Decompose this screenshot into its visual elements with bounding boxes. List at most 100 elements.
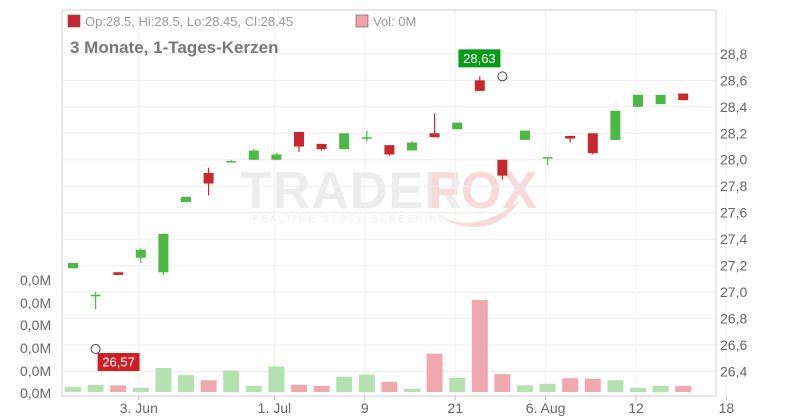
price-tick-label: 26,8: [720, 311, 747, 327]
candle-body: [384, 145, 395, 155]
candle-body: [135, 249, 146, 258]
volume-bar: [155, 367, 172, 392]
candle: [633, 94, 643, 107]
price-tick-label: 26,4: [720, 364, 747, 380]
volume-bar: [630, 387, 646, 392]
volume-bar: [313, 385, 330, 392]
candle-body: [565, 135, 576, 139]
volume-bar: [675, 385, 692, 392]
ohlc-swatch: [67, 14, 81, 28]
watermark-tagline: REALTIME STOCK SCREENING: [252, 214, 449, 225]
extreme-value-label: 26,57: [102, 355, 135, 370]
price-tick-label: 28,6: [720, 72, 747, 88]
candle: [248, 149, 259, 160]
candle: [181, 196, 191, 203]
candle-body: [113, 272, 124, 275]
candle-body: [68, 262, 78, 269]
price-tick-label: 28,0: [720, 152, 747, 168]
time-tick-label: 18: [719, 400, 735, 416]
candle: [474, 76, 485, 91]
time-axis: 3. Jun 1. Jul 9 21 6. Aug 12 18: [120, 396, 735, 416]
volume-tick-label: 0,0M: [20, 363, 51, 379]
candle-body: [339, 133, 350, 150]
candle-body: [90, 294, 101, 297]
watermark-brand-left: TRADER: [240, 162, 463, 220]
candle-body: [542, 157, 553, 159]
candle: [407, 141, 417, 151]
volume-bar: [607, 380, 624, 392]
candle-body: [248, 150, 259, 160]
volume-bar: [539, 383, 556, 392]
volume-bar: [132, 387, 149, 392]
price-axis: 26,4 26,6 26,8 27,0 27,2 27,4 27,6 27,8 28,0 28,2…: [720, 46, 747, 380]
candle-body: [226, 161, 237, 163]
candle-body: [474, 80, 485, 91]
time-tick-label: 9: [361, 400, 369, 416]
price-tick-label: 27,8: [720, 178, 747, 194]
volume-bar: [200, 380, 217, 392]
price-tick-label: 28,2: [720, 125, 747, 141]
candle: [361, 130, 372, 142]
time-tick-label: 3. Jun: [120, 400, 158, 416]
volume-tick-label: 0,0M: [20, 272, 51, 288]
candle-body: [407, 142, 417, 151]
price-tick-label: 27,0: [720, 284, 747, 300]
volume-tick-label: 0,0M: [20, 295, 51, 311]
volume-bar: [87, 384, 104, 392]
candle: [271, 153, 282, 160]
volume-bar: [494, 374, 511, 392]
candle: [520, 130, 530, 140]
volume-tick-label: 0,0M: [20, 340, 51, 356]
candle: [316, 143, 327, 151]
volume-bar: [404, 388, 420, 392]
price-tick-label: 28,8: [720, 46, 747, 62]
candle-body: [655, 94, 666, 105]
candle: [113, 272, 124, 275]
volume-bar: [426, 353, 443, 392]
volume-bar: [245, 385, 262, 392]
chart-title: 3 Monate, 1-Tages-Kerzen: [70, 38, 278, 57]
candle: [294, 131, 304, 152]
candle-body: [316, 143, 327, 150]
candle-body: [158, 233, 169, 273]
extreme-marker-low: 26,57: [90, 344, 140, 372]
candle-body: [520, 130, 530, 140]
extreme-flag: [97, 353, 140, 372]
candle: [497, 159, 508, 180]
candle: [203, 167, 214, 196]
candle: [384, 145, 395, 156]
candle: [655, 94, 666, 105]
volume-bar: [449, 377, 466, 392]
price-tick-label: 27,6: [720, 205, 747, 221]
candle-body: [497, 159, 508, 176]
extreme-point-circle: [90, 344, 101, 355]
candle: [158, 233, 169, 275]
ohlc-readout: Op:28.5, Hi:28.5, Lo:28.45, Cl:28.45: [85, 14, 293, 29]
time-tick-label: 1. Jul: [258, 400, 291, 416]
candle: [542, 157, 553, 166]
price-tick-label: 26,6: [720, 337, 747, 353]
candle-body: [203, 172, 214, 184]
volume-tick-label: 0,0M: [20, 317, 51, 333]
candles: [68, 76, 689, 310]
volume-bar: [65, 386, 81, 392]
extreme-flag: [458, 49, 501, 68]
volume-bars: [65, 300, 692, 392]
time-tick-label: 21: [447, 400, 463, 416]
chart-grid: [62, 10, 727, 396]
tradefox-watermark: TRADER FOX REALTIME STOCK SCREENING: [240, 162, 537, 227]
legend-header: Op:28.5, Hi:28.5, Lo:28.45, Cl:28.45 Vol…: [67, 14, 416, 29]
volume-bar: [471, 300, 488, 392]
candle-body: [271, 154, 282, 160]
time-tick-label: 6. Aug: [526, 400, 566, 416]
candle: [565, 135, 576, 143]
candle: [339, 133, 350, 150]
candle: [135, 248, 146, 263]
volume-bar: [336, 376, 353, 392]
candle-body: [294, 131, 304, 147]
plot-frame: [61, 9, 717, 397]
extreme-marker-high: 28,63: [458, 49, 508, 82]
candle: [452, 122, 463, 130]
volume-bar: [517, 385, 533, 392]
